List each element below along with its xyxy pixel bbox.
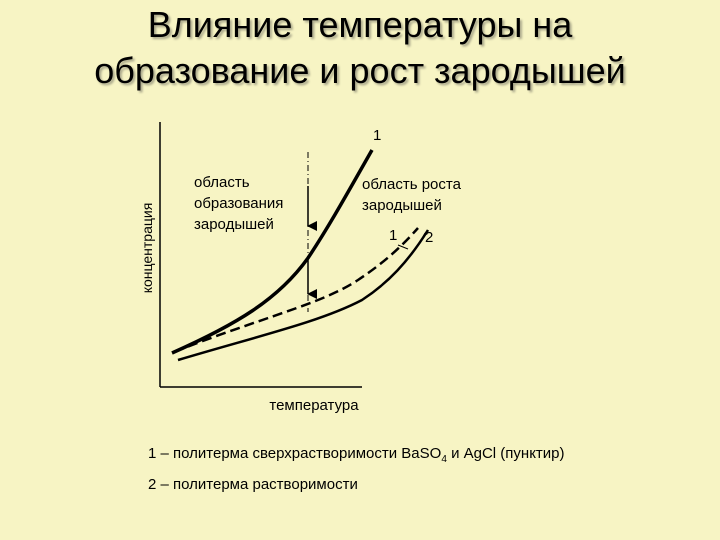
growth-label-line-1: область роста (362, 176, 462, 193)
legend-item-1-prefix: 1 – политерма сверхрастворимости Ba (148, 445, 420, 462)
curve-2-solid (177, 229, 430, 362)
title-line-1: Влияние температуры на (147, 4, 573, 45)
growth-label-line-2: зародышей (362, 197, 442, 214)
curve-1-dashed (173, 227, 419, 354)
x-axis-label: температура (269, 397, 359, 414)
nucleation-region-label: область образования зародышей (194, 174, 283, 233)
legend-item-2: 2 – политерма растворимости (148, 476, 358, 493)
nucleation-label-line-2: образования (194, 195, 283, 212)
curve-2-label: 2 (425, 229, 433, 246)
slide-title: Влияние температуры на образование и рос… (0, 2, 720, 94)
y-axis-label: концентрация (139, 203, 155, 294)
legend-item-1-so: SO (419, 445, 442, 462)
curve-1-label: 1 (389, 227, 397, 244)
legend-item-1: 1 – политерма сверхрастворимости BaSO4 и… (148, 445, 565, 469)
growth-region-label: область роста зародышей (362, 176, 462, 214)
legend-item-1-subscript: 4 (441, 454, 447, 465)
nucleation-label-line-3: зародышей (194, 216, 274, 233)
nucleation-label-line-1: область (194, 174, 250, 191)
curve-1-solid (171, 149, 374, 355)
label-2-pointer (418, 232, 426, 245)
legend-item-1-suffix: и AgCl (пунктир) (446, 445, 565, 462)
label-1-pointer (397, 244, 409, 250)
top-curve-label: 1 (373, 127, 381, 144)
title-line-2: образование и рост зародышей (94, 50, 626, 91)
